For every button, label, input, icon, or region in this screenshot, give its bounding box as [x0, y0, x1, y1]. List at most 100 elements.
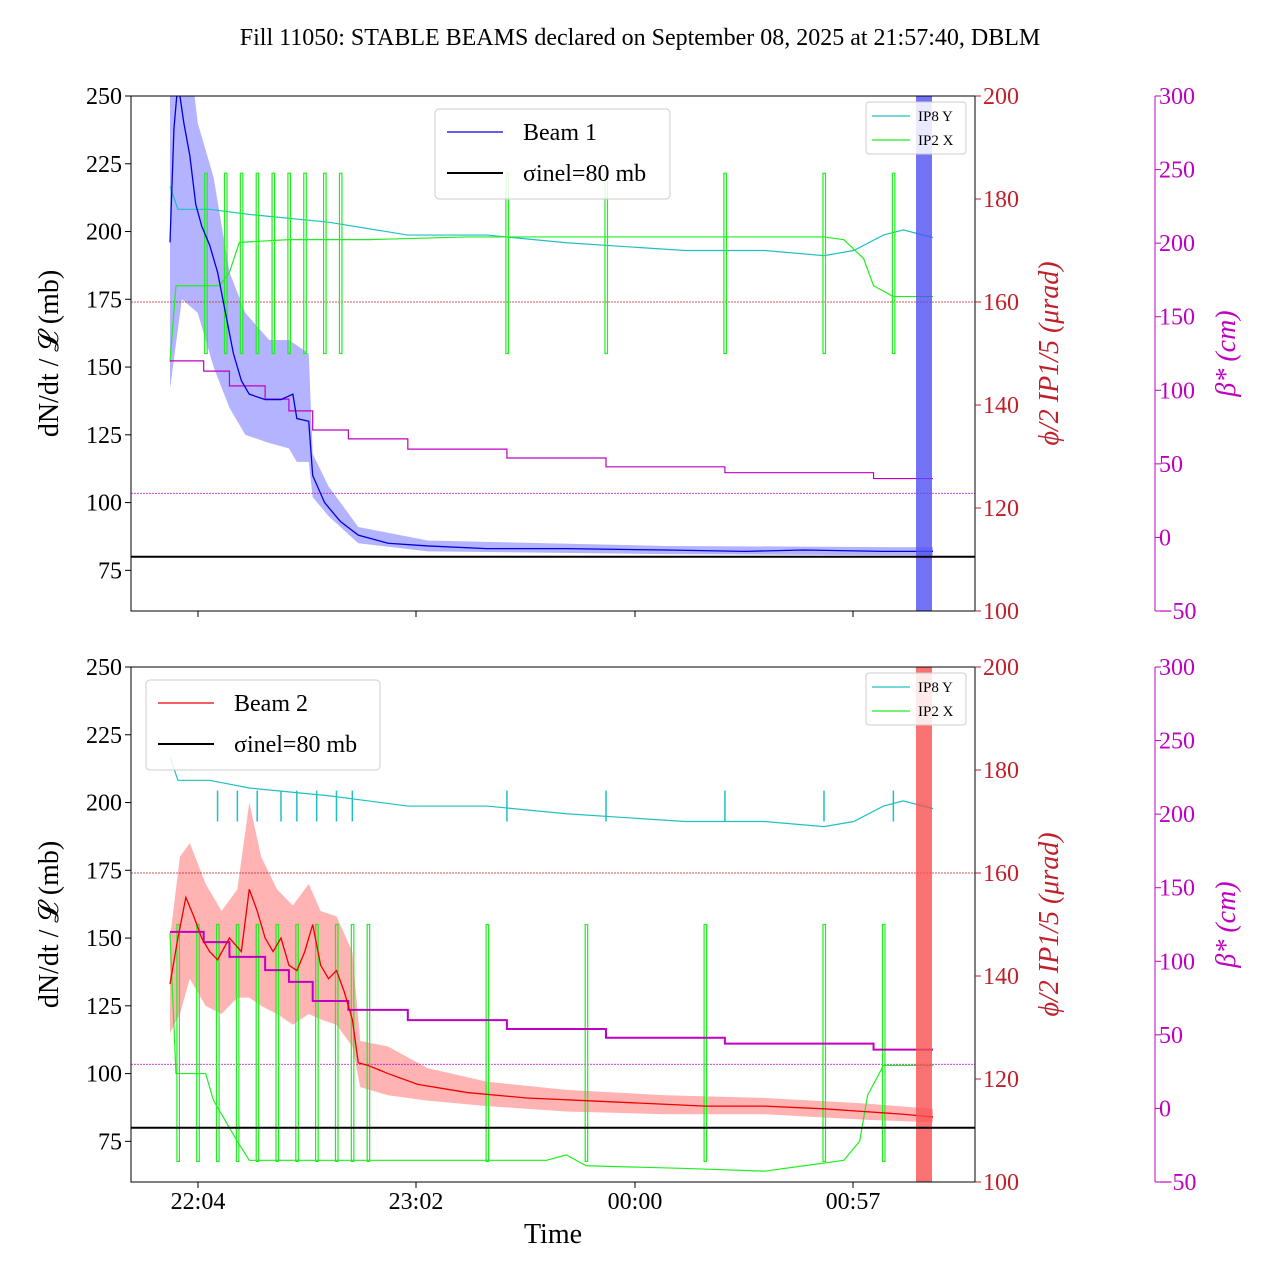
- legend-main-label: Beam 2: [234, 691, 308, 717]
- plot-area: [131, 96, 975, 611]
- end-spike-band: [916, 96, 932, 611]
- ip2x-spike: [315, 923, 319, 1162]
- y-axis-label-left: dN/dt / 𝓛 (mb): [34, 270, 65, 437]
- right2-tick-label: 300: [1159, 84, 1195, 110]
- right2-tick-label: −50: [1159, 1170, 1197, 1196]
- right1-tick-label: 160: [983, 290, 1019, 316]
- left-tick-label: 175: [86, 287, 122, 313]
- left-tick-label: 250: [86, 655, 122, 681]
- right2-tick-label: 150: [1159, 876, 1195, 902]
- right2-tick-label: 100: [1159, 378, 1195, 404]
- legend-small-label: IP8 Y: [918, 680, 953, 696]
- ip2x-spike: [881, 923, 886, 1162]
- betastar-series: [170, 360, 933, 480]
- right1-tick-label: 180: [983, 187, 1019, 213]
- y-axis-label-left: dN/dt / 𝓛 (mb): [34, 841, 65, 1008]
- y-axis-label-right1: ϕ/2 IP1/5 (μrad): [1034, 261, 1065, 445]
- left-tick-label: 125: [86, 994, 122, 1020]
- y-axis-label-right2: β* (cm): [1211, 310, 1242, 397]
- ip2x-spike: [176, 923, 181, 1162]
- legend-small-label: IP2 X: [918, 704, 954, 720]
- ip2x-spike: [235, 923, 240, 1162]
- right2-tick-label: −50: [1159, 599, 1197, 625]
- left-tick-label: 225: [86, 723, 122, 749]
- right2-tick-label: 250: [1159, 729, 1195, 755]
- ip2x-spike: [334, 923, 339, 1162]
- figure-title: Fill 11050: STABLE BEAMS declared on Sep…: [240, 25, 1040, 51]
- y-axis-label-left-text: dN/dt / 𝓛 (mb): [34, 270, 65, 437]
- x-axis-label: Time: [524, 1219, 582, 1250]
- x-tick-label: 00:57: [826, 1189, 881, 1215]
- ip2x-dip: [204, 172, 208, 355]
- ip2x-dip: [505, 172, 510, 355]
- ip2x-dip: [287, 172, 292, 355]
- right1-tick-label: 180: [983, 758, 1019, 784]
- plot-area: [131, 667, 975, 1182]
- beam-series: [169, 889, 934, 1118]
- legend-small-label: IP2 X: [918, 133, 954, 149]
- right2-tick-label: 100: [1159, 949, 1195, 975]
- y-axis-label-right1-text: ϕ/2 IP1/5 (μrad): [1034, 832, 1065, 1016]
- ip2x-dip: [223, 172, 228, 355]
- right2-tick-label: 300: [1159, 655, 1195, 681]
- legend-main-label: Beam 1: [523, 120, 597, 146]
- ip2x-spike: [255, 923, 260, 1162]
- x-tick-label: 22:04: [171, 1189, 226, 1215]
- ip2x-spike: [703, 923, 708, 1162]
- left-tick-label: 150: [86, 926, 122, 952]
- ip8y-series: [169, 756, 934, 828]
- ip2x-series: [169, 236, 933, 362]
- y-axis-label-right2-text: β* (cm): [1211, 881, 1242, 968]
- bottom-panel: 75 100 125 150 175 200 225 250 100 120 140 160 180 20…: [34, 655, 1242, 1215]
- right1-tick-label: 140: [983, 964, 1019, 990]
- legend-small-label: IP8 Y: [918, 109, 953, 125]
- right2-tick-label: 0: [1159, 525, 1171, 551]
- ip2x-dip: [271, 172, 276, 355]
- right1-tick-label: 200: [983, 655, 1019, 681]
- left-tick-label: 175: [86, 858, 122, 884]
- ip2x-spike: [584, 923, 589, 1162]
- ip2x-dip: [604, 172, 609, 355]
- ip2x-dip: [303, 172, 307, 355]
- y-axis-label-left-text: dN/dt / 𝓛 (mb): [34, 841, 65, 1008]
- right1-tick-label: 160: [983, 861, 1019, 887]
- left-tick-label: 225: [86, 152, 122, 178]
- right2-tick-label: 200: [1159, 802, 1195, 828]
- x-tick-label: 23:02: [389, 1189, 444, 1215]
- plot-frame: [130, 666, 976, 1183]
- right1-tick-label: 120: [983, 1067, 1019, 1093]
- y-axis-label-right2: β* (cm): [1211, 881, 1242, 968]
- legend-main-label: σinel=80 mb: [234, 732, 357, 758]
- right2-tick-label: 50: [1159, 452, 1183, 478]
- left-tick-label: 200: [86, 791, 122, 817]
- ip2x-dip: [322, 172, 327, 355]
- ip2x-dip: [255, 172, 260, 355]
- ip2x-dip: [723, 172, 728, 355]
- ip2x-dip: [822, 172, 827, 355]
- ip2x-spike: [295, 923, 299, 1162]
- y-axis-label-right1: ϕ/2 IP1/5 (μrad): [1034, 832, 1065, 1016]
- right2-tick-label: 50: [1159, 1023, 1183, 1049]
- ip2x-spike: [275, 923, 280, 1162]
- top-panel: 75 100 125 150 175 200 225 250 100 120 140 160 180 20…: [34, 84, 1242, 625]
- ip2x-spike: [485, 923, 490, 1162]
- ip2x-dip: [338, 172, 343, 355]
- right1-tick-label: 200: [983, 84, 1019, 110]
- right2-tick-label: 150: [1159, 305, 1195, 331]
- legend-main-label: σinel=80 mb: [523, 161, 646, 187]
- y-axis-label-right1-text: ϕ/2 IP1/5 (μrad): [1034, 261, 1065, 445]
- left-tick-label: 75: [98, 558, 122, 584]
- ip8y-series: [169, 185, 934, 257]
- right1-tick-label: 100: [983, 1170, 1019, 1196]
- ip2x-dip: [891, 172, 896, 355]
- right1-tick-label: 120: [983, 496, 1019, 522]
- right2-tick-label: 200: [1159, 231, 1195, 257]
- left-tick-label: 150: [86, 355, 122, 381]
- left-tick-label: 200: [86, 220, 122, 246]
- right2-tick-label: 0: [1159, 1096, 1171, 1122]
- legend-small-box: [865, 672, 967, 726]
- left-tick-label: 100: [86, 1062, 122, 1088]
- left-tick-label: 125: [86, 423, 122, 449]
- ip2x-spike: [350, 923, 355, 1162]
- left-tick-label: 100: [86, 491, 122, 517]
